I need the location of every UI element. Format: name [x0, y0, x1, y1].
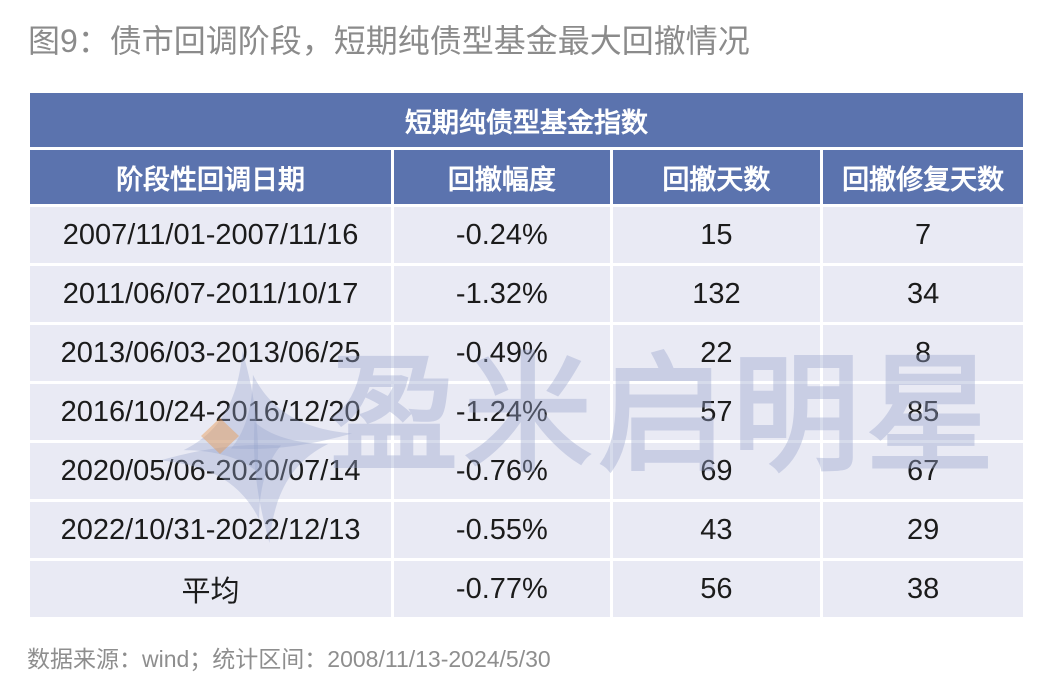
cell-recovery-days: 85 [823, 384, 1023, 440]
table-main-header-row: 短期纯债型基金指数 [30, 93, 1023, 147]
cell-drawdown: -1.24% [394, 384, 610, 440]
cell-drawdown: -0.77% [394, 561, 610, 617]
table-row: 2020/05/06-2020/07/14 -0.76% 69 67 [30, 443, 1023, 499]
table-main-header: 短期纯债型基金指数 [30, 93, 1023, 147]
cell-recovery-days: 29 [823, 502, 1023, 558]
cell-period: 2011/06/07-2011/10/17 [30, 266, 392, 322]
figure-title: 图9：债市回调阶段，短期纯债型基金最大回撤情况 [28, 23, 750, 59]
cell-period: 2007/11/01-2007/11/16 [30, 207, 392, 263]
table-row: 2022/10/31-2022/12/13 -0.55% 43 29 [30, 502, 1023, 558]
cell-days: 15 [612, 207, 821, 263]
cell-period: 2013/06/03-2013/06/25 [30, 325, 392, 381]
table-row: 2016/10/24-2016/12/20 -1.24% 57 85 [30, 384, 1023, 440]
data-source-note: 数据来源：wind；统计区间：2008/11/13-2024/5/30 [27, 646, 551, 672]
drawdown-table: 短期纯债型基金指数 阶段性回调日期 回撤幅度 回撤天数 回撤修复天数 2007/… [30, 93, 1023, 625]
table-row-average: 平均 -0.77% 56 38 [30, 561, 1023, 617]
cell-recovery-days: 7 [823, 207, 1023, 263]
table-column-header-row: 阶段性回调日期 回撤幅度 回撤天数 回撤修复天数 [30, 150, 1023, 204]
cell-recovery-days: 38 [823, 561, 1023, 617]
table-row: 2013/06/03-2013/06/25 -0.49% 22 8 [30, 325, 1023, 381]
cell-recovery-days: 8 [823, 325, 1023, 381]
column-header-recovery-days: 回撤修复天数 [823, 150, 1023, 204]
cell-period: 平均 [30, 561, 392, 617]
column-header-period: 阶段性回调日期 [30, 150, 392, 204]
cell-recovery-days: 34 [823, 266, 1023, 322]
cell-period: 2016/10/24-2016/12/20 [30, 384, 392, 440]
cell-days: 56 [612, 561, 821, 617]
cell-recovery-days: 67 [823, 443, 1023, 499]
cell-drawdown: -0.24% [394, 207, 610, 263]
cell-days: 69 [612, 443, 821, 499]
table: 短期纯债型基金指数 阶段性回调日期 回撤幅度 回撤天数 回撤修复天数 2007/… [30, 93, 1023, 620]
cell-days: 57 [612, 384, 821, 440]
cell-days: 43 [612, 502, 821, 558]
column-header-drawdown: 回撤幅度 [394, 150, 610, 204]
cell-days: 132 [612, 266, 821, 322]
column-header-days: 回撤天数 [612, 150, 821, 204]
table-row: 2007/11/01-2007/11/16 -0.24% 15 7 [30, 207, 1023, 263]
table-row: 2011/06/07-2011/10/17 -1.32% 132 34 [30, 266, 1023, 322]
cell-drawdown: -0.76% [394, 443, 610, 499]
cell-days: 22 [612, 325, 821, 381]
cell-period: 2022/10/31-2022/12/13 [30, 502, 392, 558]
cell-period: 2020/05/06-2020/07/14 [30, 443, 392, 499]
cell-drawdown: -1.32% [394, 266, 610, 322]
cell-drawdown: -0.55% [394, 502, 610, 558]
cell-drawdown: -0.49% [394, 325, 610, 381]
